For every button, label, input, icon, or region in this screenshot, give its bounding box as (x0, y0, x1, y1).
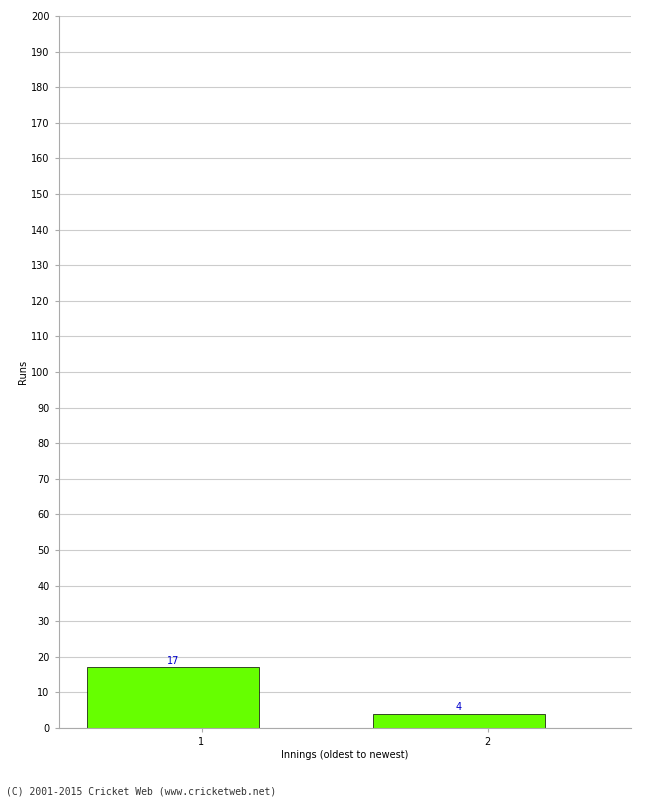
Bar (87, 667, 259, 728)
Bar (373, 714, 545, 728)
Text: (C) 2001-2015 Cricket Web (www.cricketweb.net): (C) 2001-2015 Cricket Web (www.cricketwe… (6, 786, 277, 796)
X-axis label: Innings (oldest to newest): Innings (oldest to newest) (281, 750, 408, 760)
Text: 4: 4 (456, 702, 462, 712)
Text: 17: 17 (166, 656, 179, 666)
Y-axis label: Runs: Runs (18, 360, 28, 384)
